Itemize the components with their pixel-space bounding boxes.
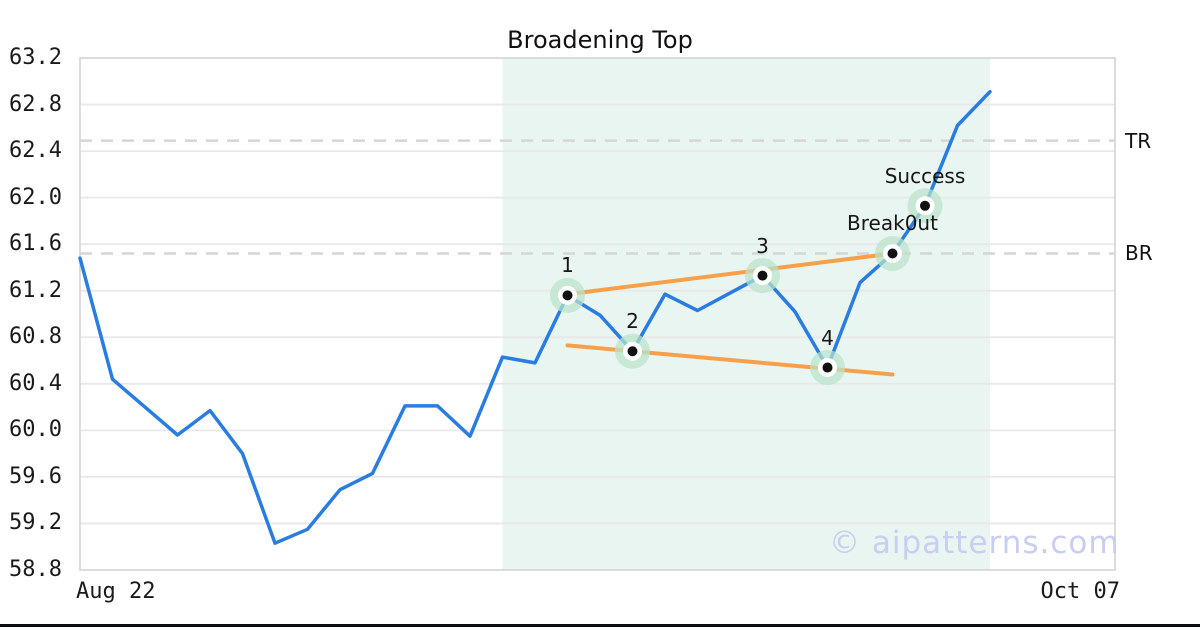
pattern-point-marker xyxy=(822,362,833,373)
y-tick-label: 58.8 xyxy=(9,557,62,582)
x-axis-label-end: Oct 07 xyxy=(1040,579,1120,604)
watermark: © aipatterns.com xyxy=(829,525,1120,561)
price-line xyxy=(78,89,992,545)
y-tick-label: 61.6 xyxy=(9,231,62,257)
pattern-label-2: 2 xyxy=(626,309,639,334)
pattern-point-marker xyxy=(887,248,898,259)
level-label-br: BR xyxy=(1125,241,1153,266)
pattern-point-marker xyxy=(562,290,573,301)
chart-title: Broadening Top xyxy=(507,26,693,54)
pattern-highlight-region xyxy=(502,58,990,570)
pattern-point-marker xyxy=(920,200,930,211)
pattern-label-success: Success xyxy=(884,163,966,188)
bottom-accent-bar xyxy=(0,624,1200,627)
x-axis-label-start: Aug 22 xyxy=(76,579,156,604)
pattern-point-marker xyxy=(627,346,638,357)
level-label-tr: TR xyxy=(1125,128,1152,153)
trendline-upper xyxy=(565,251,895,297)
pattern-label-3: 3 xyxy=(756,233,769,258)
y-tick-label: 60.4 xyxy=(9,370,62,396)
y-tick-label: 63.2 xyxy=(9,45,62,70)
plot-border xyxy=(79,57,1116,571)
y-tick-label: 59.2 xyxy=(9,510,62,536)
y-tick-label: 60.8 xyxy=(9,324,62,350)
pattern-label-break0ut: Break0ut xyxy=(847,211,938,236)
y-tick-label: 59.6 xyxy=(9,463,62,489)
y-tick-label: 60.0 xyxy=(9,417,62,443)
y-tick-label: 62.4 xyxy=(9,138,62,164)
y-tick-label: 62.8 xyxy=(9,91,62,117)
pattern-label-1: 1 xyxy=(561,253,574,278)
y-tick-label: 62.0 xyxy=(9,184,62,210)
pattern-point-marker xyxy=(757,270,768,281)
y-tick-label: 61.2 xyxy=(9,277,62,303)
pattern-label-4: 4 xyxy=(821,325,834,350)
